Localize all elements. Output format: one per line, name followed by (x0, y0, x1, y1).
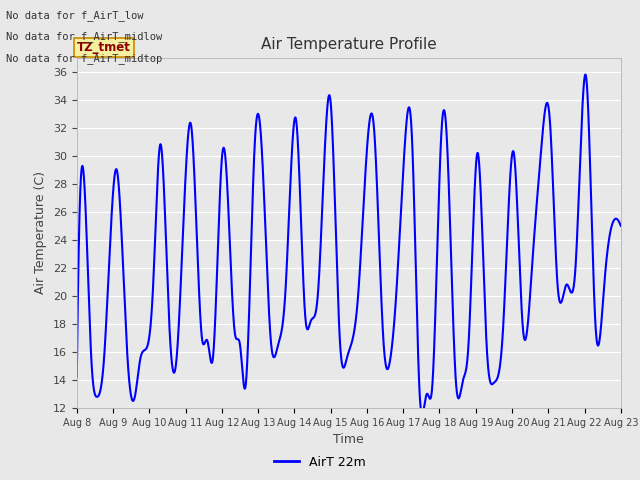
Text: No data for f_AirT_midtop: No data for f_AirT_midtop (6, 53, 163, 64)
Text: TZ_tmet: TZ_tmet (77, 41, 131, 54)
Legend: AirT 22m: AirT 22m (269, 451, 371, 474)
Y-axis label: Air Temperature (C): Air Temperature (C) (35, 171, 47, 294)
Title: Air Temperature Profile: Air Temperature Profile (261, 37, 436, 52)
Text: No data for f_AirT_low: No data for f_AirT_low (6, 10, 144, 21)
Text: No data for f_AirT_midlow: No data for f_AirT_midlow (6, 31, 163, 42)
X-axis label: Time: Time (333, 433, 364, 446)
